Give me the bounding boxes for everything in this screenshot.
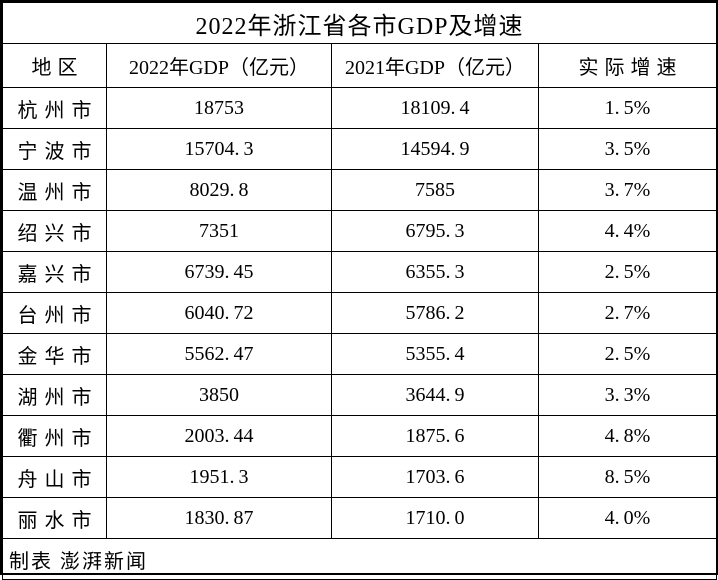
header-row: 地区 2022年GDP（亿元） 2021年GDP（亿元） 实际增速 xyxy=(2,43,718,88)
table-row: 舟山市 1951. 3 1703. 6 8. 5% xyxy=(2,456,718,498)
gdp-2022-cell: 1951. 3 xyxy=(106,456,332,498)
city-cell: 金华市 xyxy=(2,333,107,375)
city-cell: 丽水市 xyxy=(2,497,107,539)
city-cell: 绍兴市 xyxy=(2,210,107,252)
growth-cell: 2. 7% xyxy=(537,292,718,334)
table-row: 台州市 6040. 72 5786. 2 2. 7% xyxy=(2,292,718,334)
table-row: 杭州市 18753 18109. 4 1. 5% xyxy=(2,87,718,129)
table-row: 嘉兴市 6739. 45 6355. 3 2. 5% xyxy=(2,251,718,293)
table-row: 衢州市 2003. 44 1875. 6 4. 8% xyxy=(2,415,718,457)
table-row: 绍兴市 7351 6795. 3 4. 4% xyxy=(2,210,718,252)
city-cell: 台州市 xyxy=(2,292,107,334)
growth-cell: 3. 5% xyxy=(537,128,718,170)
gdp-2022-cell: 6739. 45 xyxy=(106,251,332,293)
gdp-2022-cell: 7351 xyxy=(106,210,332,252)
gdp-2022-cell: 5562. 47 xyxy=(106,333,332,375)
city-cell: 温州市 xyxy=(2,169,107,211)
city-cell: 杭州市 xyxy=(2,87,107,129)
gdp-2021-cell: 6795. 3 xyxy=(331,210,539,252)
table-row: 温州市 8029. 8 7585 3. 7% xyxy=(2,169,718,211)
footer-row: 制表 澎湃新闻 xyxy=(1,538,718,580)
table-title: 2022年浙江省各市GDP及增速 xyxy=(1,2,718,44)
gdp-2021-cell: 1703. 6 xyxy=(331,456,539,498)
gdp-2021-cell: 1710. 0 xyxy=(331,497,539,539)
growth-cell: 4. 8% xyxy=(537,415,718,457)
gdp-2022-cell: 15704. 3 xyxy=(106,128,332,170)
growth-cell: 2. 5% xyxy=(537,251,718,293)
column-header-region: 地区 xyxy=(2,43,107,88)
city-cell: 嘉兴市 xyxy=(2,251,107,293)
column-header-gdp-2021: 2021年GDP（亿元） xyxy=(331,43,539,88)
growth-cell: 3. 3% xyxy=(537,374,718,416)
growth-cell: 4. 0% xyxy=(537,497,718,539)
gdp-2022-cell: 3850 xyxy=(106,374,332,416)
title-row: 2022年浙江省各市GDP及增速 xyxy=(1,2,718,44)
gdp-2021-cell: 6355. 3 xyxy=(331,251,539,293)
gdp-2022-cell: 8029. 8 xyxy=(106,169,332,211)
gdp-2022-cell: 18753 xyxy=(106,87,332,129)
gdp-2022-cell: 2003. 44 xyxy=(106,415,332,457)
table-body: 杭州市 18753 18109. 4 1. 5% 宁波市 15704. 3 14594. 9… xyxy=(2,87,718,539)
growth-cell: 1. 5% xyxy=(537,87,718,129)
gdp-2021-cell: 5355. 4 xyxy=(331,333,539,375)
table-source: 制表 澎湃新闻 xyxy=(1,538,718,580)
gdp-2021-cell: 18109. 4 xyxy=(331,87,539,129)
gdp-2021-cell: 14594. 9 xyxy=(331,128,539,170)
column-header-growth: 实际增速 xyxy=(537,43,718,88)
gdp-2021-cell: 7585 xyxy=(331,169,539,211)
city-cell: 宁波市 xyxy=(2,128,107,170)
gdp-2022-cell: 6040. 72 xyxy=(106,292,332,334)
table-row: 湖州市 3850 3644. 9 3. 3% xyxy=(2,374,718,416)
table-row: 金华市 5562. 47 5355. 4 2. 5% xyxy=(2,333,718,375)
gdp-2022-cell: 1830. 87 xyxy=(106,497,332,539)
column-header-gdp-2022: 2022年GDP（亿元） xyxy=(106,43,332,88)
growth-cell: 8. 5% xyxy=(537,456,718,498)
growth-cell: 3. 7% xyxy=(537,169,718,211)
gdp-2021-cell: 3644. 9 xyxy=(331,374,539,416)
table-row: 丽水市 1830. 87 1710. 0 4. 0% xyxy=(2,497,718,539)
gdp-2021-cell: 5786. 2 xyxy=(331,292,539,334)
city-cell: 湖州市 xyxy=(2,374,107,416)
growth-cell: 4. 4% xyxy=(537,210,718,252)
city-cell: 衢州市 xyxy=(2,415,107,457)
table-row: 宁波市 15704. 3 14594. 9 3. 5% xyxy=(2,128,718,170)
gdp-2021-cell: 1875. 6 xyxy=(331,415,539,457)
growth-cell: 2. 5% xyxy=(537,333,718,375)
city-cell: 舟山市 xyxy=(2,456,107,498)
